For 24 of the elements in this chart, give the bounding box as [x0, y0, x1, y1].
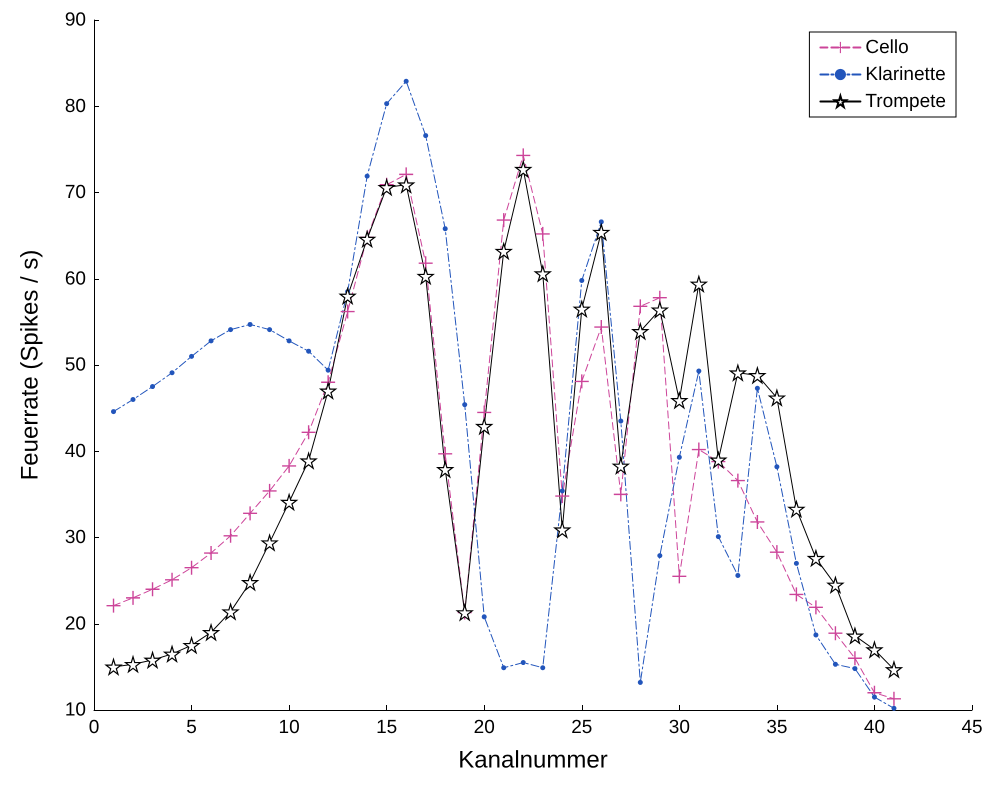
x-tick-label: 5 [186, 717, 197, 738]
y-tick-label: 30 [64, 527, 86, 548]
legend-label: Trompete [865, 91, 946, 112]
y-tick-label: 20 [64, 613, 86, 634]
x-tick-label: 15 [376, 717, 398, 738]
x-tick-label: 20 [474, 717, 495, 738]
x-tick-label: 25 [571, 717, 592, 738]
y-tick-label: 70 [64, 182, 86, 203]
legend-label: Cello [865, 37, 909, 58]
legend-label: Klarinette [865, 64, 946, 85]
x-tick-label: 10 [278, 717, 300, 738]
y-tick-label: 10 [64, 700, 86, 720]
y-tick-label: 60 [64, 268, 86, 290]
x-tick-label: 40 [864, 717, 886, 738]
x-tick-label: 0 [88, 717, 100, 738]
x-tick-label: 45 [961, 717, 983, 738]
y-tick-label: 90 [64, 10, 86, 30]
x-tick-label: 35 [766, 717, 788, 738]
x-axis-title: Kanalnummer [458, 746, 608, 774]
y-axis-title: Feuerrate (Spikes / s) [16, 250, 44, 480]
y-tick-label: 50 [64, 354, 86, 376]
x-tick-label: 30 [668, 717, 690, 738]
y-tick-label: 80 [64, 96, 86, 117]
y-tick-label: 40 [64, 440, 86, 462]
